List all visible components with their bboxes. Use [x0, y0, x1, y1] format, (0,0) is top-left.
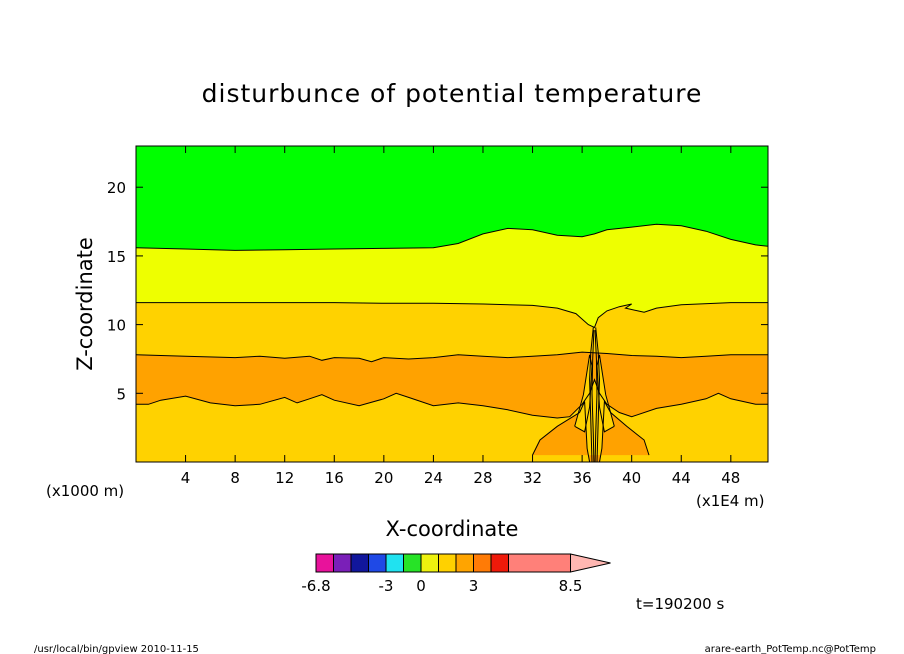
x-tick-label: 40	[622, 469, 641, 487]
colorbar	[315, 553, 611, 573]
colorbar-labels: -6.8 -3 0 3 8.5	[301, 577, 582, 595]
contour-line-c10	[591, 330, 595, 462]
x-tick-label: 24	[424, 469, 443, 487]
x-tick-label: 20	[374, 469, 393, 487]
contour-line-c1	[136, 223, 768, 251]
colorbar-segment	[368, 553, 387, 573]
colorbar-segment	[438, 553, 457, 573]
colorbar-segment	[455, 553, 474, 573]
filled-contour-bands	[136, 146, 768, 462]
contour-lines	[136, 223, 768, 462]
contour-line-c8	[589, 327, 594, 462]
x-tick-label: 36	[573, 469, 592, 487]
colorbar-extend-arrow	[570, 553, 611, 573]
colorbar-label: -3	[379, 577, 394, 595]
x-tick-label: 32	[523, 469, 542, 487]
colorbar-segment	[473, 553, 492, 573]
time-label: t=190200 s	[636, 595, 724, 613]
contour-line-c5	[532, 399, 650, 462]
x-axis-ticks: 4 8 12 16 20 24 28 32 36 40 44 48	[181, 146, 740, 487]
y-tick-label: 15	[107, 248, 126, 266]
x-axis-label: X-coordinate	[386, 517, 519, 541]
x-unit-label: (x1E4 m)	[696, 492, 765, 510]
footer-left: /usr/local/bin/gpview 2010-11-15	[34, 644, 199, 654]
contour-line-c4	[136, 378, 768, 419]
colorbar-segment	[350, 553, 369, 573]
plot-frame	[135, 145, 769, 463]
contour-line-c9	[595, 327, 601, 462]
colorbar-label: -6.8	[301, 577, 330, 595]
y-unit-label: (x1000 m)	[46, 482, 124, 500]
x-tick-label: 4	[181, 469, 191, 487]
colorbar-segment	[420, 553, 439, 573]
colorbar-label: 0	[416, 577, 426, 595]
footer-right: arare-earth_PotTemp.nc@PotTemp	[705, 644, 876, 654]
y-axis-ticks: 5 10 15 20	[107, 179, 768, 403]
contour-line-c2	[136, 302, 768, 329]
colorbar-segment	[403, 553, 422, 573]
y-tick-label: 5	[116, 385, 126, 403]
y-axis-label: Z-coordinate	[73, 237, 97, 371]
y-tick-label: 10	[107, 317, 126, 335]
band-plume-right	[597, 354, 615, 432]
x-tick-label: 28	[473, 469, 492, 487]
chart-title: disturbunce of potential temperature	[202, 79, 703, 108]
colorbar-segment	[333, 553, 352, 573]
contour-line-c6	[574, 354, 593, 433]
colorbar-label: 3	[469, 577, 479, 595]
colorbar-segment	[315, 553, 334, 573]
contour-line-c3	[136, 351, 768, 363]
x-tick-label: 16	[325, 469, 344, 487]
colorbar-segment	[508, 553, 571, 573]
band-plume-lobe	[532, 401, 649, 462]
y-tick-label: 20	[107, 179, 126, 197]
colorbar-segment	[385, 553, 404, 573]
colorbar-segment	[490, 553, 509, 573]
contour-line-c11	[594, 330, 598, 462]
x-tick-label: 44	[672, 469, 691, 487]
x-tick-label: 8	[230, 469, 240, 487]
colorbar-label: 8.5	[559, 577, 583, 595]
x-tick-label: 12	[275, 469, 294, 487]
x-tick-label: 48	[721, 469, 740, 487]
